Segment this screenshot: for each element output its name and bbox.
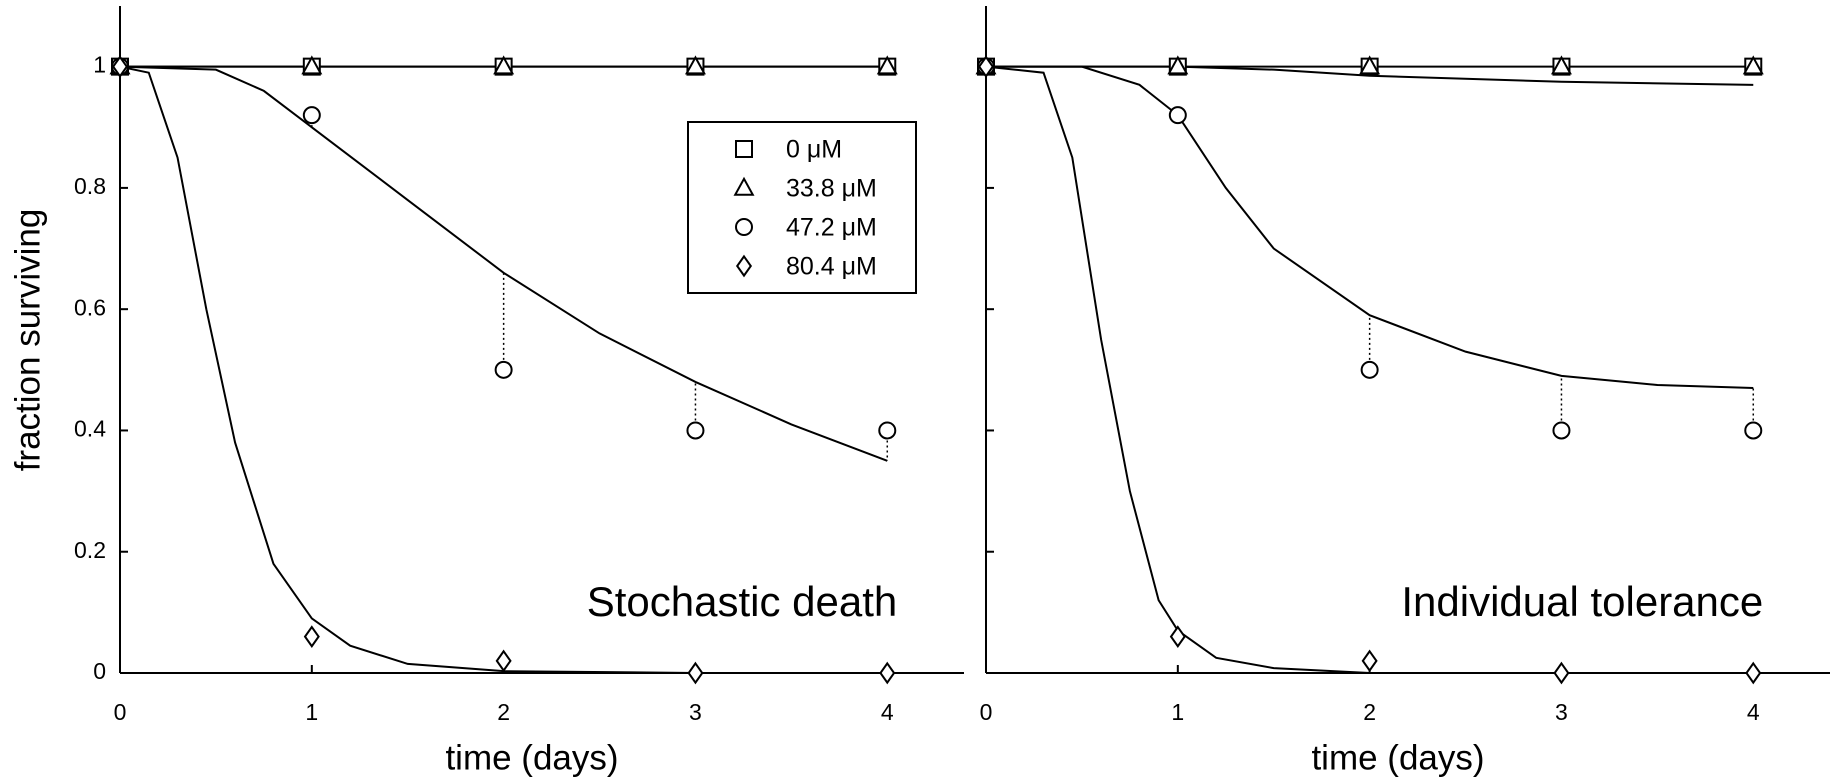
- point: [1742, 55, 1764, 75]
- point: [1359, 55, 1381, 75]
- point: [686, 421, 705, 440]
- y-tick-label: 0.4: [74, 416, 106, 442]
- legend-marker: [735, 140, 753, 158]
- fit-line: [985, 65, 1754, 674]
- point: [495, 649, 512, 673]
- fit-line: [986, 65, 1754, 86]
- point: [1169, 625, 1186, 648]
- legend-marker: [733, 176, 755, 196]
- x-tick-label: 4: [1747, 699, 1760, 725]
- point: [1745, 661, 1762, 685]
- annotation: Stochastic death: [587, 578, 898, 625]
- point: [1553, 661, 1570, 685]
- legend-label: 47.2 μM: [786, 214, 877, 242]
- point: [876, 55, 898, 75]
- y-tick-label: 0: [93, 658, 106, 684]
- point: [1167, 55, 1189, 75]
- y-tick-label: 1: [93, 52, 106, 78]
- y-axis-label: fraction surviving: [8, 209, 47, 472]
- point: [684, 55, 706, 75]
- legend-marker: [735, 218, 753, 236]
- point: [1744, 421, 1763, 440]
- y-tick-label: 0.2: [74, 537, 106, 563]
- legend-label: 80.4 μM: [786, 253, 877, 281]
- annotation: Individual tolerance: [1401, 578, 1763, 625]
- point: [1360, 360, 1379, 379]
- x-tick-label: 2: [1363, 699, 1376, 725]
- point: [1552, 421, 1571, 440]
- point: [301, 55, 323, 75]
- point: [494, 360, 513, 379]
- point: [302, 106, 321, 125]
- x-tick-label: 1: [1171, 699, 1184, 725]
- fit-line: [119, 65, 888, 674]
- point: [1361, 649, 1378, 673]
- y-tick-label: 0.8: [74, 173, 106, 199]
- legend-label: 0 μM: [786, 136, 842, 164]
- x-tick-label: 3: [1555, 699, 1568, 725]
- x-tick-label: 0: [114, 699, 127, 725]
- point: [879, 661, 896, 685]
- point: [1168, 106, 1187, 125]
- y-tick-label: 0.6: [74, 294, 106, 320]
- x-axis-label: time (days): [1311, 738, 1484, 777]
- point: [111, 55, 129, 78]
- point: [303, 625, 320, 648]
- x-tick-label: 0: [980, 699, 993, 725]
- legend: 0 μM 33.8 μM 47.2 μM 80.4 μM: [687, 121, 917, 294]
- point: [878, 421, 897, 440]
- legend-marker: [735, 254, 753, 278]
- point: [977, 55, 995, 78]
- point: [493, 55, 515, 75]
- x-axis-label: time (days): [445, 738, 618, 777]
- fit-line: [986, 65, 1754, 390]
- point: [687, 661, 704, 685]
- point: [1550, 55, 1572, 75]
- fit-line: [119, 65, 888, 462]
- legend-label: 33.8 μM: [786, 175, 877, 203]
- x-tick-label: 4: [881, 699, 894, 725]
- legend-box: [687, 121, 917, 294]
- x-tick-label: 2: [497, 699, 510, 725]
- x-tick-label: 1: [305, 699, 318, 725]
- x-tick-label: 3: [689, 699, 702, 725]
